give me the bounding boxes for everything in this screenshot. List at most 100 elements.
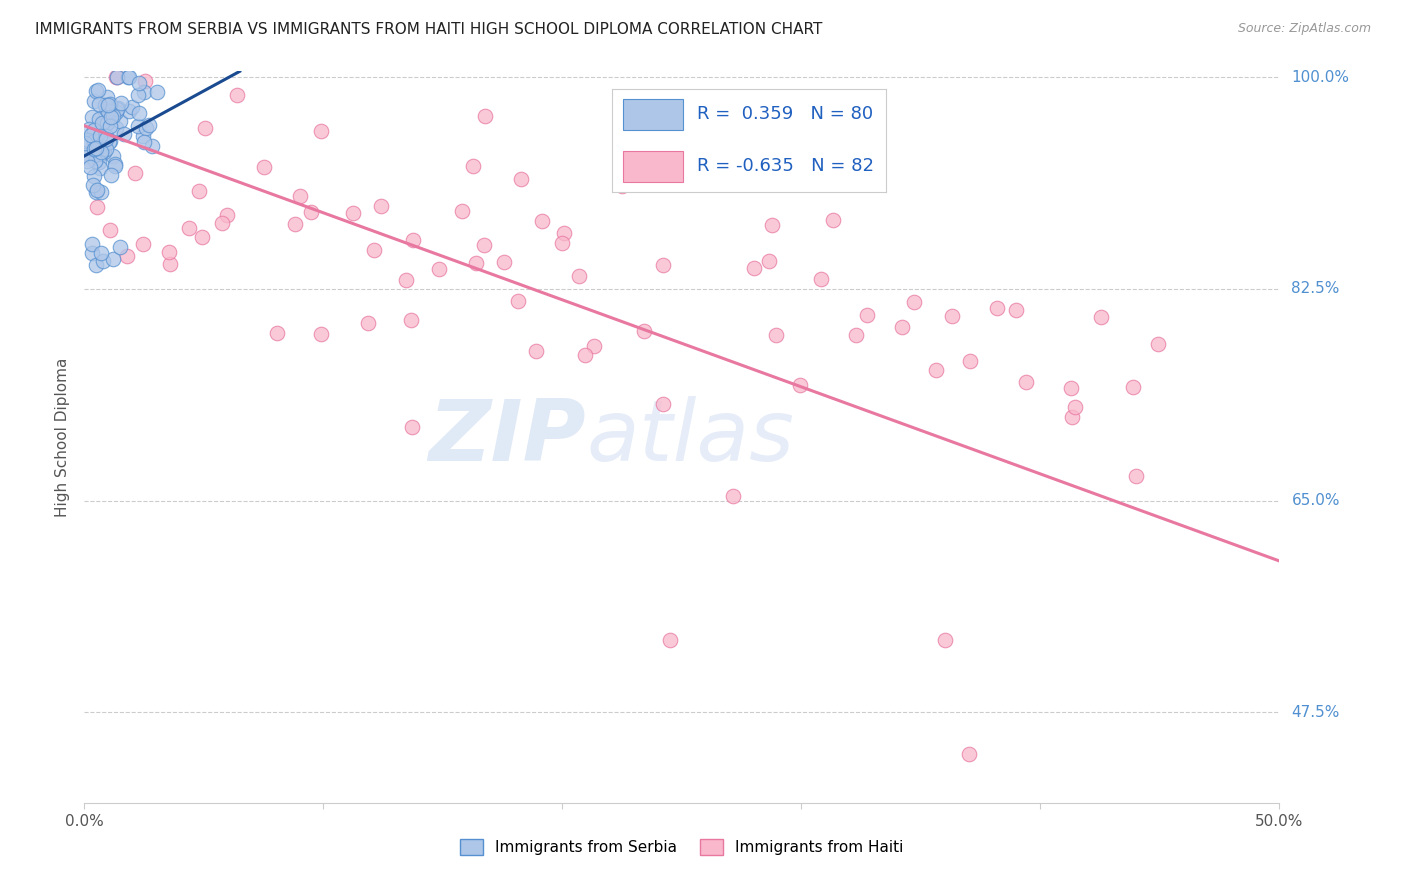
Point [83, 154, 105, 169]
Point [253, 160, 276, 174]
Point [652, 397, 675, 411]
Point [112, 127, 135, 141]
Point [82, 110, 104, 124]
Point [283, 217, 305, 231]
Point [299, 205, 322, 219]
Point [574, 348, 596, 362]
Point [427, 262, 450, 277]
Point [90, 245, 112, 260]
Point [128, 76, 150, 90]
Text: 47.5%: 47.5% [1292, 705, 1340, 720]
Point [193, 121, 215, 136]
Point [98, 134, 121, 148]
Point [90, 185, 112, 199]
Point [744, 260, 766, 275]
Point [117, 70, 139, 85]
Point [89, 146, 111, 161]
Point [94, 129, 117, 144]
Point [553, 226, 575, 240]
Point [83, 95, 105, 109]
Point [86, 183, 108, 197]
Text: 82.5%: 82.5% [1292, 282, 1340, 296]
Point [89, 155, 111, 169]
Point [94, 132, 117, 146]
Point [86, 151, 108, 165]
Bar [623, 99, 683, 130]
Point [810, 272, 832, 286]
Point [474, 109, 496, 123]
Point [75, 147, 97, 161]
Point [98, 97, 121, 112]
Point [957, 747, 980, 762]
Point [1090, 310, 1112, 324]
Point [465, 255, 488, 269]
Point [941, 310, 963, 324]
Point [124, 165, 146, 179]
Point [758, 254, 780, 268]
Point [1122, 380, 1144, 394]
Point [370, 199, 392, 213]
Text: 100.0%: 100.0% [1292, 70, 1350, 85]
Point [98, 136, 121, 150]
Point [91, 115, 114, 129]
Point [89, 161, 111, 175]
Point [84, 185, 107, 199]
Point [77, 122, 100, 136]
Point [399, 313, 422, 327]
Point [108, 114, 131, 128]
Point [132, 128, 155, 143]
Point [395, 273, 418, 287]
Point [506, 293, 529, 308]
Point [87, 83, 110, 97]
Text: IMMIGRANTS FROM SERBIA VS IMMIGRANTS FROM HAITI HIGH SCHOOL DIPLOMA CORRELATION : IMMIGRANTS FROM SERBIA VS IMMIGRANTS FRO… [35, 22, 823, 37]
Point [132, 236, 155, 251]
Point [138, 118, 160, 132]
Point [463, 159, 485, 173]
Point [103, 156, 125, 170]
Point [94, 142, 117, 156]
Point [89, 112, 111, 126]
Point [451, 203, 474, 218]
Point [157, 244, 180, 259]
Point [225, 88, 247, 103]
Point [342, 205, 364, 219]
Point [524, 343, 547, 358]
Point [76, 133, 98, 147]
Point [266, 326, 288, 340]
Point [84, 141, 107, 155]
Point [402, 233, 425, 247]
Text: 65.0%: 65.0% [1292, 493, 1340, 508]
Point [132, 85, 155, 99]
Point [401, 420, 423, 434]
Point [1147, 337, 1170, 351]
Point [97, 103, 120, 118]
Point [765, 327, 787, 342]
Point [643, 105, 665, 120]
Point [107, 101, 129, 115]
Point [83, 147, 105, 161]
Point [633, 324, 655, 338]
Point [761, 218, 783, 232]
Point [959, 354, 981, 368]
Point [551, 235, 574, 250]
Point [191, 229, 214, 244]
Point [80, 245, 103, 260]
Point [73, 145, 96, 160]
Y-axis label: High School Diploma: High School Diploma [55, 358, 70, 516]
Point [93, 98, 115, 112]
Point [530, 214, 553, 228]
Point [104, 70, 127, 85]
Point [856, 308, 879, 322]
Point [107, 70, 129, 85]
Point [104, 121, 127, 136]
Point [567, 269, 589, 284]
Point [100, 168, 122, 182]
Point [494, 255, 516, 269]
Point [934, 632, 956, 647]
Point [288, 189, 311, 203]
Point [309, 326, 332, 341]
Point [100, 110, 122, 124]
Point [610, 179, 633, 194]
Point [90, 143, 112, 157]
Point [311, 124, 333, 138]
